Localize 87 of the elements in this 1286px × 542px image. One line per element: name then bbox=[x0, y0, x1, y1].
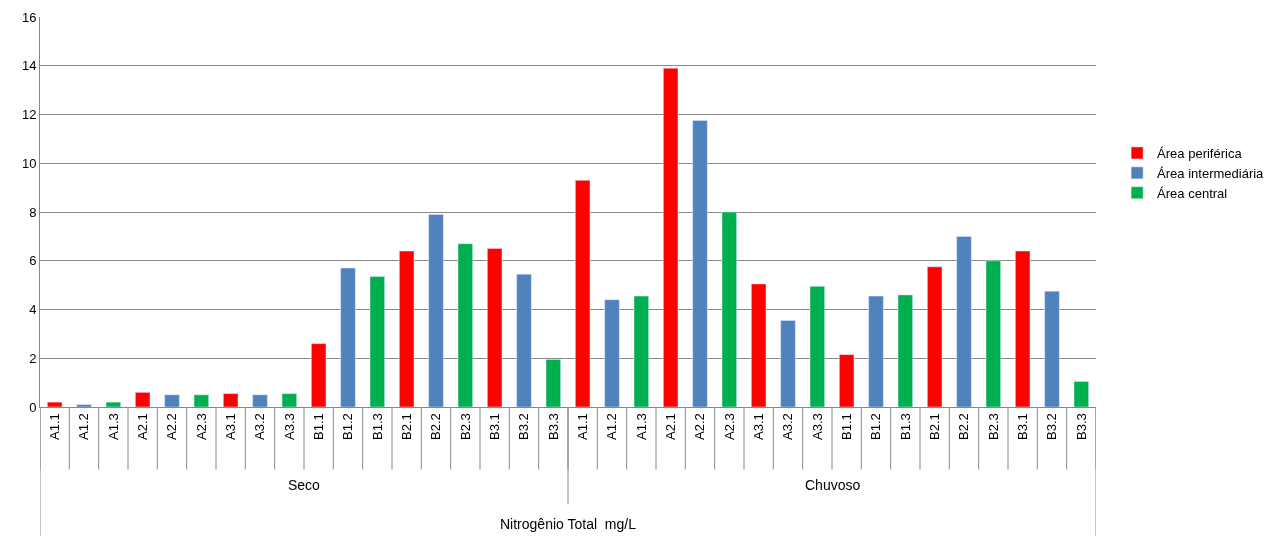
x-tick-label: B3.3 bbox=[1073, 413, 1089, 440]
legend-label: Área central bbox=[1157, 185, 1228, 201]
text: Chuvoso bbox=[805, 477, 861, 493]
x-tick-label: A2.3 bbox=[721, 413, 737, 440]
x-tick-label: A1.1 bbox=[46, 413, 62, 440]
bar bbox=[428, 214, 444, 407]
x-tick-label: B3.1 bbox=[1014, 413, 1030, 440]
bar bbox=[721, 211, 737, 407]
x-tick-label: A1.2 bbox=[604, 413, 620, 440]
y-tick-label: 0 bbox=[29, 399, 37, 415]
bar bbox=[311, 343, 327, 407]
x-tick-label: A3.2 bbox=[252, 413, 268, 440]
x-tick-label: A1.3 bbox=[105, 413, 121, 440]
bar bbox=[633, 295, 649, 407]
x-tick-label: A3.3 bbox=[809, 413, 825, 440]
x-tick-label: A3.1 bbox=[222, 413, 238, 440]
bar bbox=[956, 236, 972, 407]
x-tick-label: B1.3 bbox=[897, 413, 913, 440]
x-tick-label: B3.3 bbox=[545, 413, 561, 440]
bar bbox=[545, 359, 561, 407]
y-tick-label: 10 bbox=[21, 155, 37, 171]
legend-label: Área periférica bbox=[1157, 146, 1243, 162]
x-tick-label: A2.1 bbox=[662, 413, 678, 440]
x-tick-label: A3.2 bbox=[780, 413, 796, 440]
y-tick-label: 4 bbox=[29, 302, 37, 318]
y-tick-label: 12 bbox=[21, 107, 37, 123]
bar bbox=[135, 392, 151, 407]
bar bbox=[457, 243, 473, 407]
y-tick-label: 2 bbox=[29, 350, 37, 366]
y-tick-label: 8 bbox=[29, 204, 37, 220]
x-tick-label: B2.3 bbox=[985, 413, 1001, 440]
bar bbox=[897, 294, 913, 407]
bar bbox=[164, 394, 180, 407]
x-tick-label: B2.1 bbox=[398, 413, 414, 440]
bar bbox=[399, 250, 415, 407]
bar bbox=[1073, 381, 1089, 407]
x-tick-label: B2.2 bbox=[428, 413, 444, 440]
x-tick-label: B1.2 bbox=[340, 413, 356, 440]
bar bbox=[47, 401, 63, 407]
x-tick-label: A1.2 bbox=[76, 413, 92, 440]
text: Seco bbox=[288, 477, 321, 493]
text: Nitrogênio Total mg/L bbox=[500, 516, 637, 532]
bar bbox=[516, 273, 532, 407]
x-tick-label: B1.2 bbox=[868, 413, 884, 440]
bar bbox=[780, 320, 796, 407]
y-tick-label: 14 bbox=[21, 58, 37, 74]
bar bbox=[575, 180, 591, 407]
x-tick-label: B1.3 bbox=[369, 413, 385, 440]
x-tick-label: A1.1 bbox=[574, 413, 590, 440]
bar bbox=[663, 67, 679, 407]
bar bbox=[223, 393, 239, 407]
x-tick-label: B1.1 bbox=[838, 413, 854, 440]
legend-label: Área intermediária bbox=[1157, 165, 1265, 181]
bar bbox=[604, 299, 620, 407]
bar bbox=[487, 248, 503, 407]
x-tick-label: B3.2 bbox=[1044, 413, 1060, 440]
x-tick-label: B3.1 bbox=[486, 413, 502, 440]
x-tick-label: A1.3 bbox=[633, 413, 649, 440]
bar bbox=[369, 276, 385, 407]
bar bbox=[76, 404, 92, 407]
x-tick-label: B2.1 bbox=[926, 413, 942, 440]
bar bbox=[1015, 250, 1031, 407]
x-tick-label: A2.3 bbox=[193, 413, 209, 440]
bar bbox=[193, 394, 209, 407]
x-tick-label: A3.3 bbox=[281, 413, 297, 440]
x-tick-label: B3.2 bbox=[516, 413, 532, 440]
x-tick-label: A2.1 bbox=[134, 413, 150, 440]
bar bbox=[340, 267, 356, 407]
bar bbox=[839, 354, 855, 407]
bar bbox=[751, 283, 767, 407]
bar bbox=[281, 393, 297, 407]
x-tick-label: B2.2 bbox=[956, 413, 972, 440]
x-tick-label: B2.3 bbox=[457, 413, 473, 440]
bar bbox=[1044, 290, 1060, 407]
x-tick-label: B1.1 bbox=[310, 413, 326, 440]
bar bbox=[692, 120, 708, 407]
bar bbox=[927, 266, 943, 407]
y-tick-label: 6 bbox=[29, 253, 37, 269]
x-tick-label: A3.1 bbox=[750, 413, 766, 440]
bar bbox=[105, 401, 121, 407]
x-tick-label: A2.2 bbox=[692, 413, 708, 440]
bar bbox=[985, 260, 1001, 407]
y-tick-label: 16 bbox=[21, 9, 37, 25]
bar bbox=[809, 286, 825, 407]
x-tick-label: A2.2 bbox=[164, 413, 180, 440]
bar bbox=[252, 394, 268, 407]
bar bbox=[868, 295, 884, 407]
